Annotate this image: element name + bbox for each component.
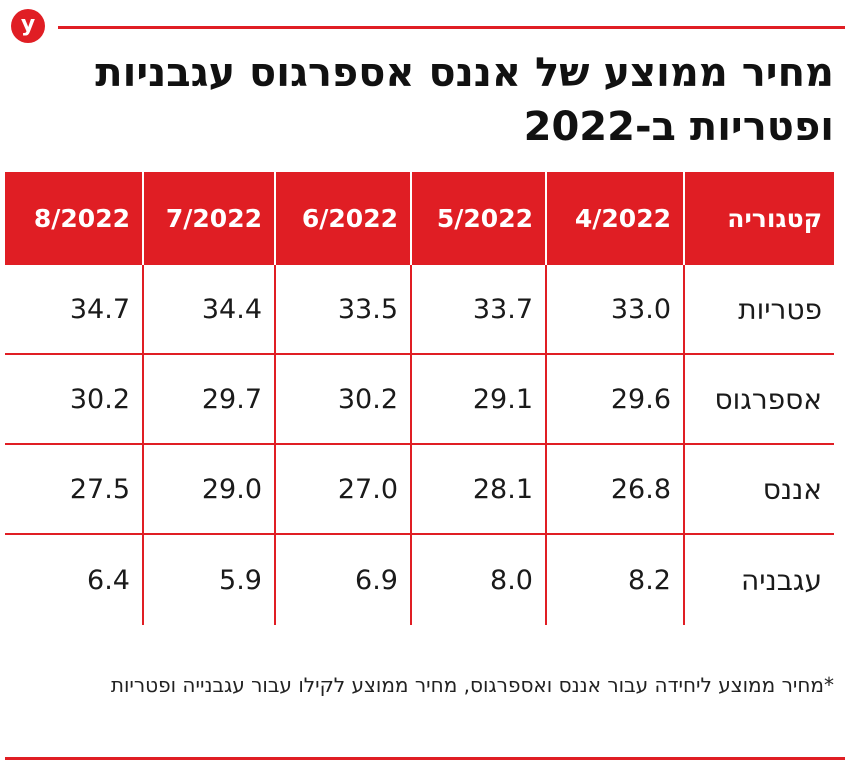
table-cell-value: 5.9 xyxy=(142,535,274,625)
table-cell-value: 29.7 xyxy=(142,355,274,443)
table-cell-value: 27.0 xyxy=(274,445,410,533)
table-header-row: קטגוריה 4/2022 5/2022 6/2022 7/2022 8/20… xyxy=(5,172,834,265)
top-divider xyxy=(58,26,845,29)
table-cell-value: 29.0 xyxy=(142,445,274,533)
table-row: אספרגוס 29.6 29.1 30.2 29.7 30.2 xyxy=(5,355,834,445)
table-cell-value: 27.5 xyxy=(69,473,130,505)
table-cell-value: 34.7 xyxy=(69,293,130,325)
table-cell-value: 6.9 xyxy=(274,535,410,625)
brand-logo: y xyxy=(11,9,45,43)
table-cell-value: 26.8 xyxy=(545,445,683,533)
table-row: עגבניה 8.2 8.0 6.9 5.9 6.4 xyxy=(5,535,834,625)
row-category-label: עגבניה xyxy=(683,535,834,625)
table-row: אננס 26.8 28.1 27.0 29.0 27.5 xyxy=(5,445,834,535)
table-cell-value: 28.1 xyxy=(410,445,545,533)
price-table: קטגוריה 4/2022 5/2022 6/2022 7/2022 8/20… xyxy=(5,172,834,625)
header-cell-month: 6/2022 xyxy=(274,172,410,265)
header-cell-month: 4/2022 xyxy=(545,172,683,265)
table-cell-value: 6.4 xyxy=(87,564,130,596)
header-cell-month: 5/2022 xyxy=(410,172,545,265)
header-cell-category: קטגוריה xyxy=(683,172,834,265)
table-cell-value: 8.2 xyxy=(545,535,683,625)
chart-title: מחיר ממוצע של אננס אספרגוס עגבניות ופטרי… xyxy=(95,50,834,150)
table-cell-value: 33.0 xyxy=(545,265,683,353)
bottom-divider xyxy=(5,757,845,760)
row-category-label: אננס xyxy=(683,445,834,533)
table-cell-value: 33.7 xyxy=(410,265,545,353)
table-cell-value: 29.1 xyxy=(410,355,545,443)
row-category-label: אספרגוס xyxy=(683,355,834,443)
table-cell-value: 30.2 xyxy=(69,383,130,415)
table-cell-value: 8.0 xyxy=(410,535,545,625)
row-category-label: פטריות xyxy=(683,265,834,353)
table-cell-value: 34.4 xyxy=(142,265,274,353)
header-cell-month: 8/2022 xyxy=(33,204,130,233)
footnote: *מחיר ממוצע ליחידה עבור אננס ואספרגוס, מ… xyxy=(110,673,834,697)
table-cell-value: 33.5 xyxy=(274,265,410,353)
header-cell-month: 7/2022 xyxy=(142,172,274,265)
table-cell-value: 30.2 xyxy=(274,355,410,443)
table-row: פטריות 33.0 33.7 33.5 34.4 34.7 xyxy=(5,265,834,355)
table-cell-value: 29.6 xyxy=(545,355,683,443)
